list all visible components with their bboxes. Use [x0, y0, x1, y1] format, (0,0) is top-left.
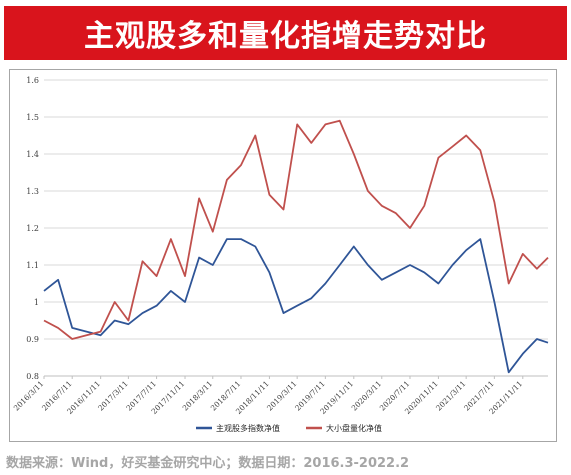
y-tick-label: 1.5: [26, 113, 39, 122]
legend-label-quant: 大小盘量化净值: [326, 423, 382, 433]
page-title: 主观股多和量化指增走势对比: [84, 19, 487, 54]
y-tick-label: 1: [34, 298, 39, 307]
y-tick-label: 1.2: [26, 224, 39, 233]
chart-frame: [9, 69, 557, 442]
y-tick-label: 0.8: [26, 372, 39, 381]
y-tick-label: 1.3: [26, 187, 39, 196]
series-line-subjective: [43, 238, 549, 374]
y-tick-label: 1.4: [26, 150, 39, 159]
source-note: 数据来源：Wind，好买基金研究中心；数据日期：2016.3-2022.2: [6, 456, 410, 471]
y-tick-label: 1.6: [26, 76, 39, 85]
header-banner: 主观股多和量化指增走势对比: [4, 6, 567, 60]
legend-label-subjective: 主观股多指数净值: [216, 423, 280, 433]
y-tick-label: 1.1: [26, 261, 39, 270]
y-tick-label: 0.9: [26, 335, 39, 344]
series-line-quant: [43, 119, 549, 340]
